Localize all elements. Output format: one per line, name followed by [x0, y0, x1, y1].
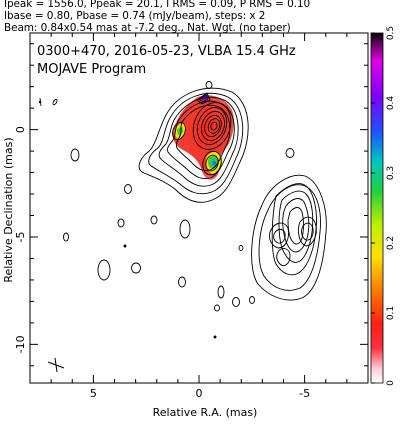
knot-green-east-inner [177, 127, 183, 136]
header-line-2: Ibase = 0.80, Pbase = 0.74 (mJy/beam), s… [4, 10, 266, 22]
beam-marker [47, 357, 65, 373]
colorbar-tick-label: 0.2 [386, 236, 396, 250]
colorbar [370, 32, 384, 384]
colorbar-tick-label: 0.5 [386, 26, 396, 40]
header-line-3: Beam: 0.84x0.54 mas at -7.2 deg., Nat. W… [4, 22, 291, 34]
radio-image [38, 81, 327, 339]
x-axis-label: Relative R.A. (mas) [153, 406, 258, 419]
colorbar-tick-label: 0.4 [386, 96, 396, 111]
y-axis-label: Relative Declination (mas) [2, 137, 15, 282]
colorbar-tick-label: 0 [386, 380, 396, 386]
y-tick-label: -5 [14, 232, 27, 243]
header-line-1: Ipeak = 1556.0, Ppeak = 20.1, I RMS = 0.… [4, 0, 311, 10]
x-tick-label: 0 [196, 387, 203, 400]
y-tick-label: -10 [14, 335, 27, 353]
chart-subtitle: MOJAVE Program [37, 62, 146, 77]
chart-title: 0300+470, 2016-05-23, VLBA 15.4 GHz [37, 44, 296, 59]
y-tick-label: 0 [14, 126, 27, 133]
plot-frame [29, 32, 369, 384]
colorbar-tick-label: 0.1 [386, 306, 396, 320]
x-tick-label: 5 [90, 387, 97, 400]
knot-blue [212, 160, 216, 166]
x-tick-label: -5 [299, 387, 310, 400]
colorbar-tick-label: 0.3 [386, 166, 396, 180]
